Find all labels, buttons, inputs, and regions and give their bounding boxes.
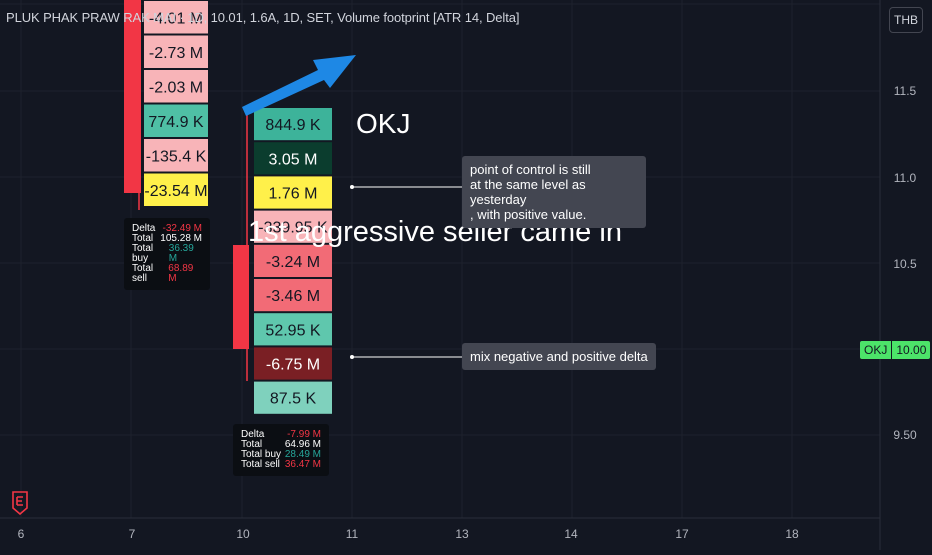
footprint-cell — [144, 173, 208, 206]
footprint-cell-label: 1.76 M — [269, 186, 318, 203]
footprint-cell — [254, 244, 332, 277]
footprint-cell-label: 844.9 K — [265, 117, 320, 134]
footprint-cell-label: -2.03 M — [149, 79, 203, 96]
footprint-cell — [144, 1, 208, 34]
footprint-cell-label: -23.54 M — [144, 183, 207, 200]
stat-delta-label: Delta — [241, 429, 265, 440]
stat-sell-label: Total sell — [241, 459, 280, 470]
footprint-cell — [254, 142, 332, 175]
footprint-cell-label: 3.05 M — [269, 151, 318, 168]
last-price-symbol: OKJ — [864, 343, 888, 357]
x-tick-label: 11 — [345, 527, 359, 541]
stat-sell-label: Total sell — [132, 263, 154, 284]
footprint-cell-label: -3.24 M — [266, 254, 320, 271]
x-tick-label: 14 — [564, 527, 578, 541]
stat-sell: 36.47 M — [284, 459, 321, 470]
stat-delta: -32.49 M — [162, 223, 202, 234]
stat-buy: 28.49 M — [284, 449, 321, 460]
okj-annotation[interactable]: OKJ — [356, 108, 411, 139]
symbol-title[interactable]: PLUK PHAK PRAW RAK MAI · 1D, 10.01, 1.6A… — [6, 10, 520, 25]
stat-sell: 68.89 M — [168, 263, 194, 284]
mix-note[interactable]: mix negative and positive delta — [462, 343, 656, 370]
footprint-cell — [144, 104, 208, 137]
footprint-cell — [254, 347, 332, 380]
footprint-cell-label: -339.95 K — [258, 220, 328, 237]
y-tick-label: 9.50 — [893, 428, 917, 442]
mix-note-anchor — [350, 355, 354, 359]
footprint-cell — [144, 35, 208, 68]
x-tick-label: 13 — [455, 527, 469, 541]
footprint-cell-label: 87.5 K — [270, 391, 317, 408]
stat-buy-label: Total buy — [241, 449, 282, 460]
footprint-cell — [254, 210, 332, 243]
stat-total: 105.28 M — [160, 233, 202, 244]
stats-box-2: Delta -7.99 M Total 64.96 M Total buy 28.49… — [233, 424, 329, 476]
stat-total-label: Total — [241, 439, 263, 450]
arrow-icon — [242, 55, 356, 116]
stat-delta-label: Delta — [132, 223, 156, 234]
x-tick-label: 7 — [128, 527, 136, 541]
footprint-cell — [144, 70, 208, 103]
footprint-candles: -4.01 M -2.73 M -2.03 M 774.9 K -135.4 K -23.… — [124, 0, 332, 414]
footprint-cell — [254, 108, 332, 141]
footprint-cell — [254, 279, 332, 312]
x-tick-label: 6 — [17, 527, 25, 541]
footprint-cell-label: -135.4 K — [146, 148, 207, 165]
footprint-cell-label: -4.01 M — [149, 10, 203, 27]
earnings-icon[interactable] — [11, 491, 29, 515]
trend-arrow[interactable] — [242, 55, 356, 116]
stat-buy: 36.39 M — [168, 243, 194, 264]
y-tick-label: 11.5 — [893, 84, 917, 98]
poc-note[interactable]: point of control is still at the same le… — [462, 156, 646, 228]
footprint-cell-label: 774.9 K — [148, 114, 203, 131]
footprint-cell-label: 52.95 K — [265, 322, 320, 339]
footprint-cell — [254, 381, 332, 414]
grid — [0, 0, 880, 518]
stat-buy-label: Total buy — [132, 243, 154, 264]
y-tick-label: 11.0 — [893, 171, 917, 185]
x-tick-label: 10 — [236, 527, 250, 541]
footprint-cell-label: -2.73 M — [149, 45, 203, 62]
last-price-value: 10.00 — [891, 341, 930, 359]
candle-body — [124, 0, 141, 193]
footprint-cell — [254, 313, 332, 346]
currency-button[interactable]: THB — [889, 7, 923, 33]
footprint-cell — [144, 139, 208, 172]
stat-total-label: Total — [132, 233, 154, 244]
footprint-cell-label: -3.46 M — [266, 288, 320, 305]
footprint-cell-label: -6.75 M — [266, 357, 320, 374]
poc-note-anchor — [350, 185, 354, 189]
stat-total: 64.96 M — [284, 439, 321, 450]
x-tick-label: 18 — [785, 527, 799, 541]
y-tick-label: 10.5 — [893, 257, 917, 271]
footprint-cell — [254, 176, 332, 209]
x-tick-label: 17 — [675, 527, 689, 541]
candle-body — [233, 245, 249, 349]
stat-delta: -7.99 M — [287, 429, 321, 440]
last-price-tag[interactable]: OKJ 10.00 — [860, 341, 931, 359]
stats-box-1: Delta -32.49 M Total 105.28 M Total buy 36.… — [124, 218, 210, 290]
